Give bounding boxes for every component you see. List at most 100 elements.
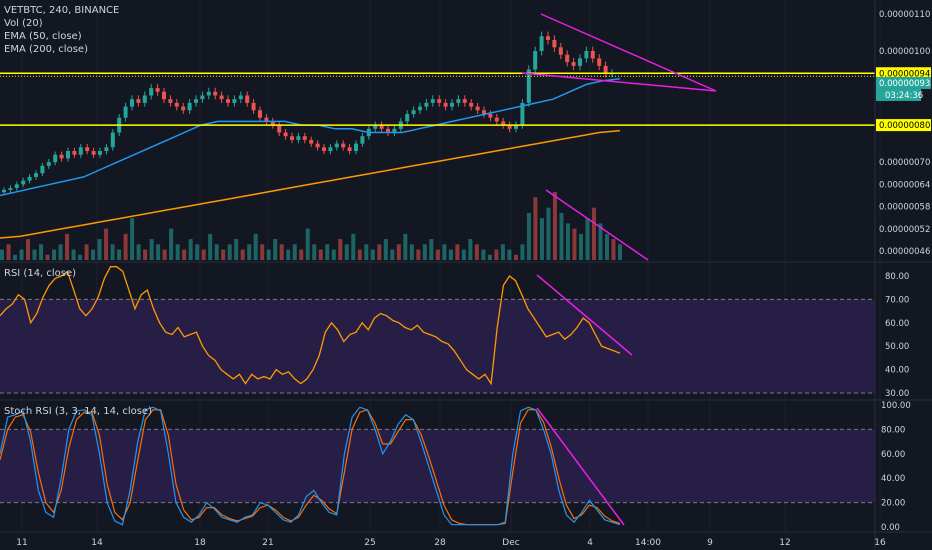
trendline[interactable] (536, 274, 633, 356)
candle-body (104, 147, 109, 152)
stoch-legend[interactable]: Stoch RSI (3, 3, 14, 14, close) (4, 405, 152, 418)
stoch-tick-label: 60.00 (881, 450, 905, 460)
volume-bar (338, 239, 343, 260)
candle-body (360, 136, 365, 144)
candle-body (597, 58, 602, 66)
volume-bar (227, 244, 232, 260)
volume-bar (318, 249, 323, 260)
volume-bar (357, 249, 362, 260)
volume-bar (468, 239, 473, 260)
price-axis[interactable]: 0.00000110 0.00000100 0.00000070 0.00000064… (876, 10, 931, 533)
candle-body (386, 128, 390, 133)
volume-bar (325, 244, 330, 260)
vol-legend[interactable]: Vol (20) (4, 18, 43, 29)
candle-body (488, 113, 493, 118)
candle-body (142, 95, 147, 103)
rsi-line (0, 266, 621, 386)
candle-body (309, 139, 314, 144)
candle-body (270, 121, 275, 126)
volume-bar (533, 197, 538, 260)
ema200-legend[interactable]: EMA (200, close) (4, 44, 88, 55)
candle-body (226, 99, 230, 103)
candle-body (78, 147, 83, 155)
candle-body (174, 102, 179, 107)
time-axis[interactable]: 11 14 18 21 25 28 Dec 4 14:00 9 12 16 (16, 538, 886, 548)
countdown-tag (876, 88, 921, 101)
date-label: 14:00 (635, 538, 661, 548)
trendline[interactable] (540, 13, 717, 92)
candle-body (213, 91, 218, 96)
stoch-tick-label: 80.00 (881, 425, 905, 435)
date-label: Dec (502, 538, 519, 548)
stoch-lines (0, 406, 621, 526)
candle-body (245, 95, 250, 103)
ema50-legend[interactable]: EMA (50, close) (4, 31, 82, 42)
trendline[interactable] (521, 72, 717, 92)
trendline[interactable] (545, 189, 649, 261)
volume-bar (91, 249, 96, 260)
date-label: 28 (434, 538, 446, 548)
volume-bar (448, 249, 453, 260)
symbol-title[interactable]: VETBTC, 240, BINANCE (4, 5, 120, 16)
candle-body (27, 176, 32, 181)
rsi-legend[interactable]: RSI (14, close) (4, 267, 76, 280)
volume-bar (13, 254, 18, 260)
trendline[interactable] (536, 407, 625, 526)
stoch-k-line (0, 406, 621, 526)
volume-bar (611, 239, 616, 260)
volume-bar (78, 254, 83, 260)
trendlines[interactable] (521, 13, 717, 526)
candle-body (123, 106, 128, 118)
volume-bar (591, 207, 596, 260)
volume-bar (292, 244, 297, 260)
volume-bar (234, 239, 239, 260)
candle-body (155, 88, 160, 92)
candle-body (110, 132, 115, 148)
price-tick-label: 0.00000064 (879, 180, 930, 190)
candle-body (354, 143, 358, 152)
volume-bar (422, 244, 427, 260)
volume-bar (97, 239, 102, 260)
horizontal-levels[interactable]: 0.00000094 0.00000080 (0, 67, 931, 132)
candle-body (603, 65, 608, 74)
candle-body (66, 151, 70, 159)
candle-body (514, 125, 518, 129)
volume-bar (240, 249, 245, 260)
candle-body (456, 99, 461, 103)
volume-bar (604, 233, 609, 260)
candle-body (264, 117, 269, 122)
volume-bar (71, 249, 76, 260)
volume-bar (520, 244, 525, 260)
volume-bar (136, 244, 141, 260)
volume-bar (351, 233, 356, 260)
volume-bar (331, 249, 336, 260)
date-label: 18 (194, 538, 206, 548)
rsi-band-fill (0, 299, 875, 393)
volume-bar (409, 244, 414, 260)
volume-bar (162, 249, 167, 260)
volume-bar (175, 244, 180, 260)
date-label: 16 (874, 538, 886, 548)
candle-body (302, 136, 307, 140)
candle-body (149, 88, 154, 96)
volume-bar (461, 249, 466, 260)
candle-body (238, 95, 243, 100)
volume-bar (487, 254, 492, 260)
volume-bar (110, 244, 115, 260)
volume-bar (247, 244, 252, 260)
price-tick-label: 0.00000070 (879, 158, 930, 168)
candle-body (590, 51, 595, 59)
volume-bar (598, 223, 603, 260)
volume-bar (201, 249, 206, 260)
volume-bar (344, 244, 349, 260)
candle-body (14, 184, 19, 189)
candle-body (424, 102, 429, 107)
volume-bar (585, 218, 590, 260)
price-tick-label: 0.00000052 (879, 225, 930, 235)
stoch-band (0, 428, 875, 504)
volume-bar (149, 239, 154, 260)
volume-bar (500, 244, 505, 260)
volume-bar (435, 249, 440, 260)
